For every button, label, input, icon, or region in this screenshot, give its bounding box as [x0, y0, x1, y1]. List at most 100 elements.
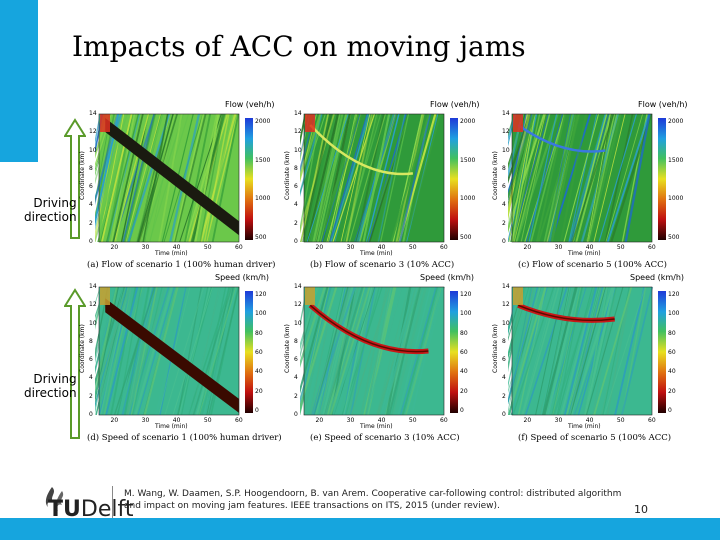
driving-direction-label-bottom: Driving direction — [24, 372, 77, 400]
x-tick: 50 — [616, 417, 625, 424]
y-tick: 0 — [294, 238, 298, 245]
plot-frame — [98, 113, 240, 243]
heatmap-streak — [588, 114, 622, 242]
heatmap-streak — [345, 114, 373, 242]
heatmap-plot — [508, 286, 666, 416]
y-tick: 12 — [294, 301, 302, 309]
heatmap-streak — [508, 114, 524, 242]
heatmap-streak — [312, 287, 356, 415]
heatmap-streak — [512, 287, 555, 415]
heatmap-streak — [508, 114, 531, 242]
y-tick: 0 — [502, 238, 506, 245]
figure-panel-e: Speed (km/h) 120 100 80 60 40 20 0 0 2 4 6 8 10 12 14 20… — [284, 273, 490, 450]
heatmap-streak — [300, 114, 322, 242]
logo-tu: TU — [48, 497, 81, 522]
y-axis-label: Coordinate (km) — [284, 324, 291, 373]
heatmap-streak — [177, 287, 202, 415]
y-tick: 8 — [294, 164, 298, 172]
heatmap-streak — [606, 287, 633, 415]
panel-title: Speed (km/h) — [420, 273, 475, 282]
heatmap-streak — [300, 287, 329, 415]
driving-direction-arrow-top — [64, 118, 86, 239]
colorbar-tick: 2000 — [668, 118, 684, 125]
citation: M. Wang, W. Daamen, S.P. Hoogendoorn, B.… — [124, 489, 622, 511]
heatmap-streak — [343, 287, 373, 415]
heatmap-streak — [300, 114, 317, 242]
heatmap-streak — [312, 114, 344, 242]
colorbar-tick: 60 — [460, 349, 468, 356]
x-axis-label: Time (min) — [360, 250, 393, 257]
heatmap-streak — [510, 287, 552, 415]
heatmap-streak — [528, 114, 558, 242]
heatmap-streak — [621, 287, 654, 415]
heatmap-streak — [95, 287, 115, 415]
colorbar-tick: 500 — [460, 234, 472, 241]
driving-text-2: direction — [24, 386, 77, 400]
heatmap-streak — [313, 287, 349, 415]
heatmap-streak — [358, 114, 397, 242]
heatmap-streak — [179, 114, 222, 242]
colorbar-tick: 120 — [460, 291, 472, 298]
heatmap-streak — [332, 114, 375, 242]
colorbar-tick: 1000 — [255, 195, 271, 203]
jam-origin — [513, 114, 523, 132]
heatmap-streak — [379, 114, 410, 242]
colorbar-tick: 500 — [668, 234, 680, 241]
y-tick: 2 — [89, 392, 93, 400]
heatmap-streak — [142, 114, 184, 242]
x-tick: 30 — [554, 417, 563, 424]
y-tick: 10 — [89, 319, 97, 327]
x-axis-label: Time (min) — [568, 423, 601, 430]
heatmap-plot — [95, 113, 253, 243]
colorbar-tick: 80 — [255, 329, 263, 337]
y-axis-label: Coordinate (km) — [79, 151, 86, 200]
footer-bar — [0, 518, 720, 540]
heatmap-streak — [95, 114, 109, 242]
colorbar-tick: 60 — [255, 349, 263, 356]
x-tick: 30 — [141, 244, 150, 251]
x-tick: 20 — [110, 244, 119, 251]
heatmap-streak — [95, 114, 120, 242]
heatmap-streak — [131, 287, 163, 415]
y-axis-label: Coordinate (km) — [492, 151, 499, 200]
colorbar — [245, 118, 253, 240]
y-tick: 0 — [89, 411, 93, 418]
y-axis-label: Coordinate (km) — [284, 151, 291, 200]
colorbar-tick: 40 — [460, 368, 468, 376]
y-tick: 2 — [294, 392, 298, 400]
heatmap-streak — [142, 114, 176, 242]
heatmap-streak — [508, 114, 535, 242]
heatmap-streak — [603, 287, 646, 415]
heatmap-streak — [184, 114, 224, 242]
heatmap-streak — [123, 114, 150, 242]
y-tick: 6 — [294, 356, 298, 364]
colorbar-tick: 120 — [255, 291, 267, 298]
colorbar-tick: 1500 — [460, 156, 476, 164]
x-tick: 60 — [235, 417, 243, 424]
y-tick: 12 — [502, 128, 510, 136]
heatmap-streak — [563, 114, 600, 242]
y-tick: 8 — [502, 164, 506, 172]
driving-text-1: Driving — [33, 372, 77, 386]
y-tick: 8 — [89, 337, 93, 345]
heatmap-streak — [521, 287, 557, 415]
heatmap-streak — [95, 287, 110, 415]
heatmap-streak — [173, 114, 207, 242]
colorbar-tick: 60 — [668, 349, 676, 356]
y-tick: 2 — [502, 392, 506, 400]
heatmap-streak — [610, 114, 653, 242]
x-tick: 60 — [648, 417, 656, 424]
colorbar-tick: 100 — [668, 310, 680, 318]
x-tick: 60 — [440, 244, 448, 251]
heatmap-streak — [138, 114, 179, 242]
panel-caption: (e) Speed of scenario 3 (10% ACC) — [310, 433, 460, 443]
heatmap-streak — [333, 287, 376, 415]
colorbar-tick: 40 — [668, 368, 676, 376]
tu-delft-flame-icon — [45, 487, 64, 511]
heatmap-streak — [300, 287, 308, 415]
panel-caption: (b) Flow of scenario 3 (10% ACC) — [310, 260, 455, 270]
colorbar-tick: 0 — [460, 407, 464, 414]
x-tick: 30 — [346, 244, 355, 251]
y-tick: 10 — [89, 146, 97, 154]
y-tick: 6 — [89, 183, 93, 191]
